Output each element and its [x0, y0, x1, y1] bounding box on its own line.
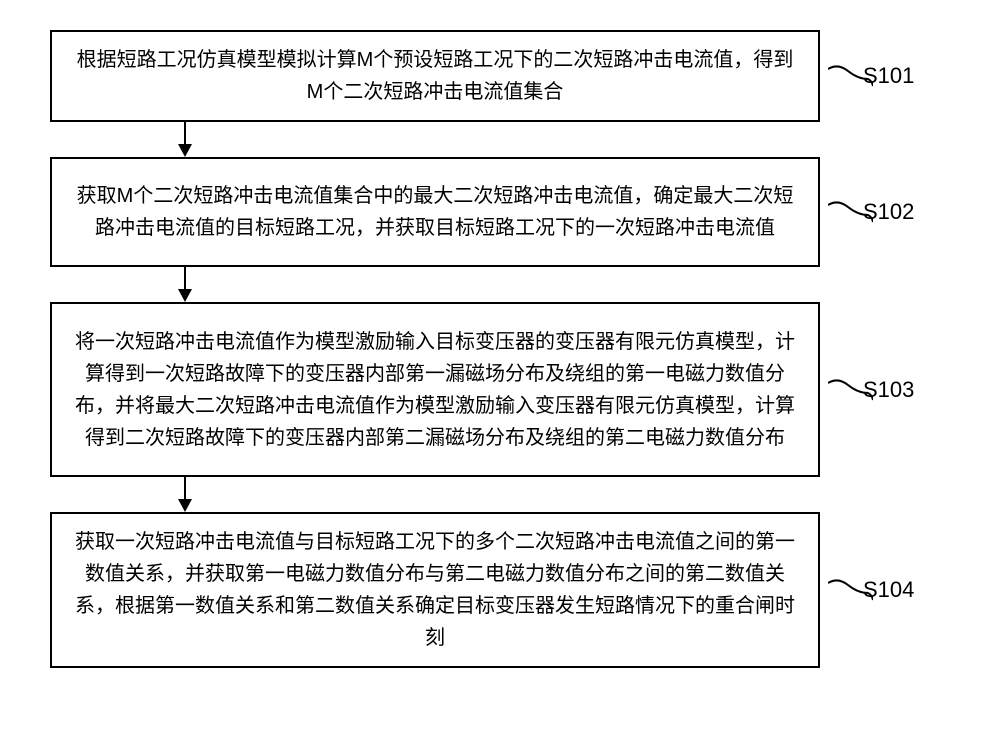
step-label-1: S101 — [863, 63, 914, 89]
step-box-4: 获取一次短路冲击电流值与目标短路工况下的多个二次短路冲击电流值之间的第一数值关系… — [50, 512, 820, 668]
step-label-container-4: S104 — [828, 575, 873, 605]
flowchart-container: 根据短路工况仿真模型模拟计算M个预设短路工况下的二次短路冲击电流值，得到M个二次… — [50, 30, 950, 668]
step-box-2: 获取M个二次短路冲击电流值集合中的最大二次短路冲击电流值，确定最大二次短路冲击电… — [50, 157, 820, 267]
step-box-3: 将一次短路冲击电流值作为模型激励输入目标变压器的变压器有限元仿真模型，计算得到一… — [50, 302, 820, 477]
step-row-3: 将一次短路冲击电流值作为模型激励输入目标变压器的变压器有限元仿真模型，计算得到一… — [50, 302, 950, 477]
step-text-3: 将一次短路冲击电流值作为模型激励输入目标变压器的变压器有限元仿真模型，计算得到一… — [72, 326, 798, 454]
arrow-container-1 — [50, 122, 950, 157]
step-label-2: S102 — [863, 199, 914, 225]
step-row-4: 获取一次短路冲击电流值与目标短路工况下的多个二次短路冲击电流值之间的第一数值关系… — [50, 512, 950, 668]
step-text-2: 获取M个二次短路冲击电流值集合中的最大二次短路冲击电流值，确定最大二次短路冲击电… — [72, 180, 798, 244]
step-label-container-2: S102 — [828, 197, 873, 227]
arrow-down-icon — [170, 267, 200, 302]
arrow-container-3 — [50, 477, 950, 512]
arrow-down-icon — [170, 477, 200, 512]
step-box-1: 根据短路工况仿真模型模拟计算M个预设短路工况下的二次短路冲击电流值，得到M个二次… — [50, 30, 820, 122]
step-label-3: S103 — [863, 377, 914, 403]
step-text-4: 获取一次短路冲击电流值与目标短路工况下的多个二次短路冲击电流值之间的第一数值关系… — [72, 526, 798, 654]
step-row-1: 根据短路工况仿真模型模拟计算M个预设短路工况下的二次短路冲击电流值，得到M个二次… — [50, 30, 950, 122]
arrow-down-icon — [170, 122, 200, 157]
step-row-2: 获取M个二次短路冲击电流值集合中的最大二次短路冲击电流值，确定最大二次短路冲击电… — [50, 157, 950, 267]
step-text-1: 根据短路工况仿真模型模拟计算M个预设短路工况下的二次短路冲击电流值，得到M个二次… — [72, 44, 798, 108]
step-label-4: S104 — [863, 577, 914, 603]
arrow-container-2 — [50, 267, 950, 302]
step-label-container-3: S103 — [828, 375, 873, 405]
step-label-container-1: S101 — [828, 61, 873, 91]
